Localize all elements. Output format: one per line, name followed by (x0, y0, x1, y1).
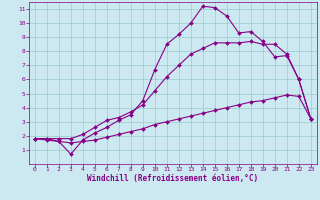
X-axis label: Windchill (Refroidissement éolien,°C): Windchill (Refroidissement éolien,°C) (87, 174, 258, 183)
